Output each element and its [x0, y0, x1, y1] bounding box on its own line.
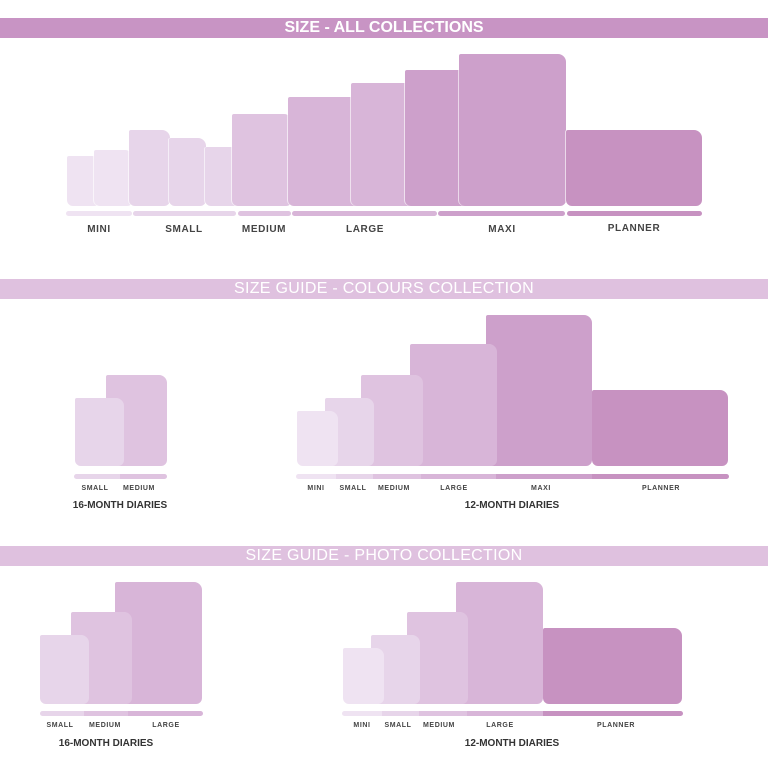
book-medium — [232, 114, 292, 206]
book-planner — [592, 390, 728, 466]
book-small — [129, 130, 170, 206]
size-label: SMALL — [339, 485, 367, 492]
size-bar-small — [74, 474, 121, 479]
book-mini — [297, 411, 338, 466]
size-label: SMALL — [165, 224, 203, 235]
size-label: LARGE — [346, 224, 384, 235]
size-bar-mini — [66, 211, 132, 216]
size-label: SMALL — [81, 485, 109, 492]
size-bar-small — [133, 211, 236, 216]
size-bar-small — [40, 711, 84, 716]
size-label: MAXI — [488, 224, 516, 235]
book-mini — [343, 648, 384, 704]
size-bar-medium — [419, 711, 467, 716]
size-label: PLANNER — [607, 223, 661, 234]
size-label: LARGE — [152, 722, 180, 729]
size-bar-medium — [120, 474, 167, 479]
book-maxi — [486, 315, 592, 466]
size-label: MEDIUM — [123, 485, 155, 492]
size-label: SMALL — [384, 722, 412, 729]
size-bar-large — [467, 711, 543, 716]
size-bar-maxi — [438, 211, 565, 216]
book-maxi — [459, 54, 566, 206]
book-large — [410, 344, 497, 466]
size-bar-planner — [567, 211, 702, 216]
size-bar-small — [336, 474, 373, 479]
group-title: 12-MONTH DIARIES — [464, 738, 560, 749]
size-bar-planner — [592, 474, 729, 479]
book-mini — [94, 150, 133, 206]
section-header-colours-collection: SIZE GUIDE - COLOURS COLLECTION — [0, 279, 768, 299]
size-bar-mini — [342, 711, 382, 716]
size-bar-mini — [296, 474, 336, 479]
group-title: 12-MONTH DIARIES — [464, 500, 560, 511]
size-label: LARGE — [440, 485, 468, 492]
size-label: MINI — [307, 485, 325, 492]
size-bar-medium — [373, 474, 421, 479]
group-title: 16-MONTH DIARIES — [72, 500, 168, 511]
book-small — [75, 398, 124, 466]
size-label: MEDIUM — [89, 722, 121, 729]
book-planner — [543, 628, 682, 704]
section-header-all-collections: SIZE - ALL COLLECTIONS — [0, 18, 768, 38]
book-small — [40, 635, 89, 704]
size-label: MEDIUM — [378, 485, 410, 492]
size-label: PLANNER — [596, 722, 636, 729]
size-label: MAXI — [531, 485, 551, 492]
size-bar-large — [421, 474, 496, 479]
book-planner — [566, 130, 702, 206]
size-label: MINI — [87, 224, 111, 235]
size-bar-planner — [543, 711, 683, 716]
size-bar-maxi — [496, 474, 592, 479]
size-label: MEDIUM — [423, 722, 455, 729]
size-bar-medium — [84, 711, 128, 716]
book-small — [169, 138, 206, 206]
size-bar-large — [128, 711, 203, 716]
size-label: PLANNER — [641, 485, 681, 492]
size-label: SMALL — [46, 722, 74, 729]
group-title: 16-MONTH DIARIES — [58, 738, 154, 749]
size-label: MINI — [353, 722, 371, 729]
book-large — [456, 582, 543, 704]
section-header-photo-collection: SIZE GUIDE - PHOTO COLLECTION — [0, 546, 768, 566]
size-label: LARGE — [486, 722, 514, 729]
size-label: MEDIUM — [241, 224, 287, 235]
size-bar-medium — [238, 211, 291, 216]
size-bar-small — [382, 711, 419, 716]
size-bar-large — [292, 211, 437, 216]
